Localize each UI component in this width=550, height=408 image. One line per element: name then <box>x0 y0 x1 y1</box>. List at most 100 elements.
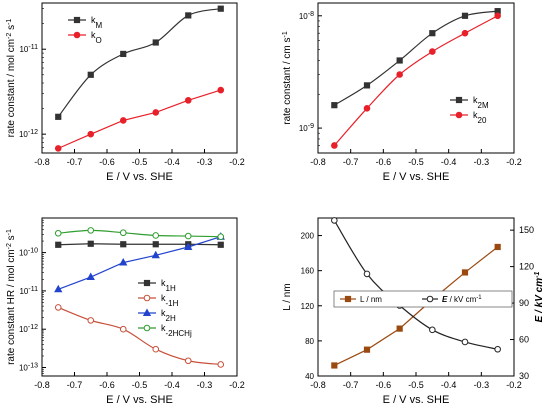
data-point <box>87 130 95 138</box>
series-1 <box>331 8 501 109</box>
x-tick-label: -0.5 <box>408 380 424 390</box>
data-point <box>120 241 127 248</box>
data-point <box>363 270 371 278</box>
x-axis-label: E / V vs. SHE <box>383 394 450 406</box>
x-tick-label: -0.7 <box>67 380 83 390</box>
data-point <box>152 241 159 248</box>
data-point <box>331 217 338 224</box>
series-line <box>58 243 221 246</box>
series-line <box>58 236 221 290</box>
data-point <box>429 30 436 37</box>
plot-frame <box>41 217 238 377</box>
data-point <box>363 82 371 89</box>
data-point <box>87 71 94 78</box>
data-point <box>494 243 501 251</box>
data-point <box>184 232 192 240</box>
data-point <box>152 232 160 239</box>
data-point <box>184 97 192 104</box>
data-point <box>119 229 127 237</box>
data-point <box>461 269 469 276</box>
series-2 <box>331 217 501 353</box>
data-point <box>396 71 403 78</box>
x-tick-label: -0.8 <box>310 380 326 390</box>
data-point <box>184 357 192 365</box>
x-tick-label: -0.6 <box>376 380 392 390</box>
series-line <box>57 8 221 118</box>
y-tick-label: 10-11 <box>19 285 38 296</box>
data-point <box>120 50 127 58</box>
x-tick-label: -0.6 <box>99 157 115 167</box>
data-point <box>217 233 225 240</box>
x-tick-label: -0.6 <box>376 157 392 167</box>
data-point <box>217 241 224 248</box>
series-line <box>58 229 221 238</box>
series-2 <box>54 304 225 368</box>
legend-marker <box>455 111 463 119</box>
x-tick-label: -0.8 <box>34 157 50 167</box>
y2-tick-label: 60 <box>519 335 529 345</box>
data-point <box>217 86 225 94</box>
data-point <box>152 109 160 116</box>
legend-marker <box>73 16 81 24</box>
data-point <box>184 242 193 250</box>
data-point <box>363 105 371 112</box>
x-tick-label: -0.5 <box>132 157 148 167</box>
x-tick-label: -0.2 <box>506 380 522 390</box>
x-tick-label: -0.8 <box>310 157 326 167</box>
data-point <box>429 48 436 55</box>
x-tick-label: -0.8 <box>34 380 50 390</box>
legend-label: k2M <box>473 95 489 110</box>
legend-marker <box>344 295 352 303</box>
x-tick-label: -0.4 <box>441 157 457 167</box>
y2-tick-label: 90 <box>519 298 529 308</box>
y2-axis-label: E / kV cm-1 <box>534 272 546 323</box>
series-2 <box>54 86 225 152</box>
series-line <box>58 89 221 149</box>
x-tick-label: -0.3 <box>474 380 490 390</box>
data-point <box>87 317 95 324</box>
chart-panel-3: -0.8 -0.7 -0.6 -0.5 -0.4 -0.3 -0.2 E / V vs. SH… <box>6 217 245 406</box>
y-tick-label: 10-12 <box>19 324 38 335</box>
y-tick-label: 10-10 <box>19 247 38 258</box>
x-tick-label: -0.3 <box>197 157 213 167</box>
legend-marker <box>73 31 81 39</box>
data-point <box>54 145 62 152</box>
series-4 <box>54 227 225 240</box>
x-tick-label: -0.4 <box>441 380 457 390</box>
y-tick-label: 40 <box>305 372 314 381</box>
x-axis-label: E / V vs. SHE <box>106 394 173 406</box>
x-axis-label: E / V vs. SHE <box>383 171 450 183</box>
series-2 <box>331 12 501 149</box>
y-axis-label: rate constant / cm s-1 <box>282 31 294 125</box>
y-axis-label: rate constant / mol cm-2 s-1 <box>6 19 18 138</box>
data-point <box>151 250 160 259</box>
data-point <box>54 304 62 311</box>
y-tick-label: 10-12 <box>19 129 38 140</box>
legend-label: k2H <box>161 308 176 323</box>
data-point <box>494 12 501 20</box>
data-point <box>331 362 338 369</box>
legend-label: k20 <box>473 110 487 125</box>
x-tick-label: -0.5 <box>132 380 148 390</box>
data-point <box>461 29 469 37</box>
legend-marker <box>143 324 151 332</box>
x-tick-label: -0.2 <box>506 157 522 167</box>
y-tick-label: 10-13 <box>19 362 38 373</box>
data-point <box>152 39 159 46</box>
data-point <box>461 12 469 19</box>
series-line <box>333 220 498 350</box>
x-tick-label: -0.2 <box>229 380 245 390</box>
legend-label: kM <box>91 15 103 30</box>
legend-label: k1H <box>161 278 176 293</box>
data-point <box>461 338 469 346</box>
y-tick-label: 160 <box>301 267 315 276</box>
data-point <box>54 229 62 237</box>
y2-tick-label: 150 <box>519 225 534 235</box>
y-tick-label: 10-11 <box>19 44 38 55</box>
legend-label: k-1H <box>161 293 179 308</box>
x-tick-label: -0.4 <box>164 157 180 167</box>
data-point <box>54 284 63 293</box>
